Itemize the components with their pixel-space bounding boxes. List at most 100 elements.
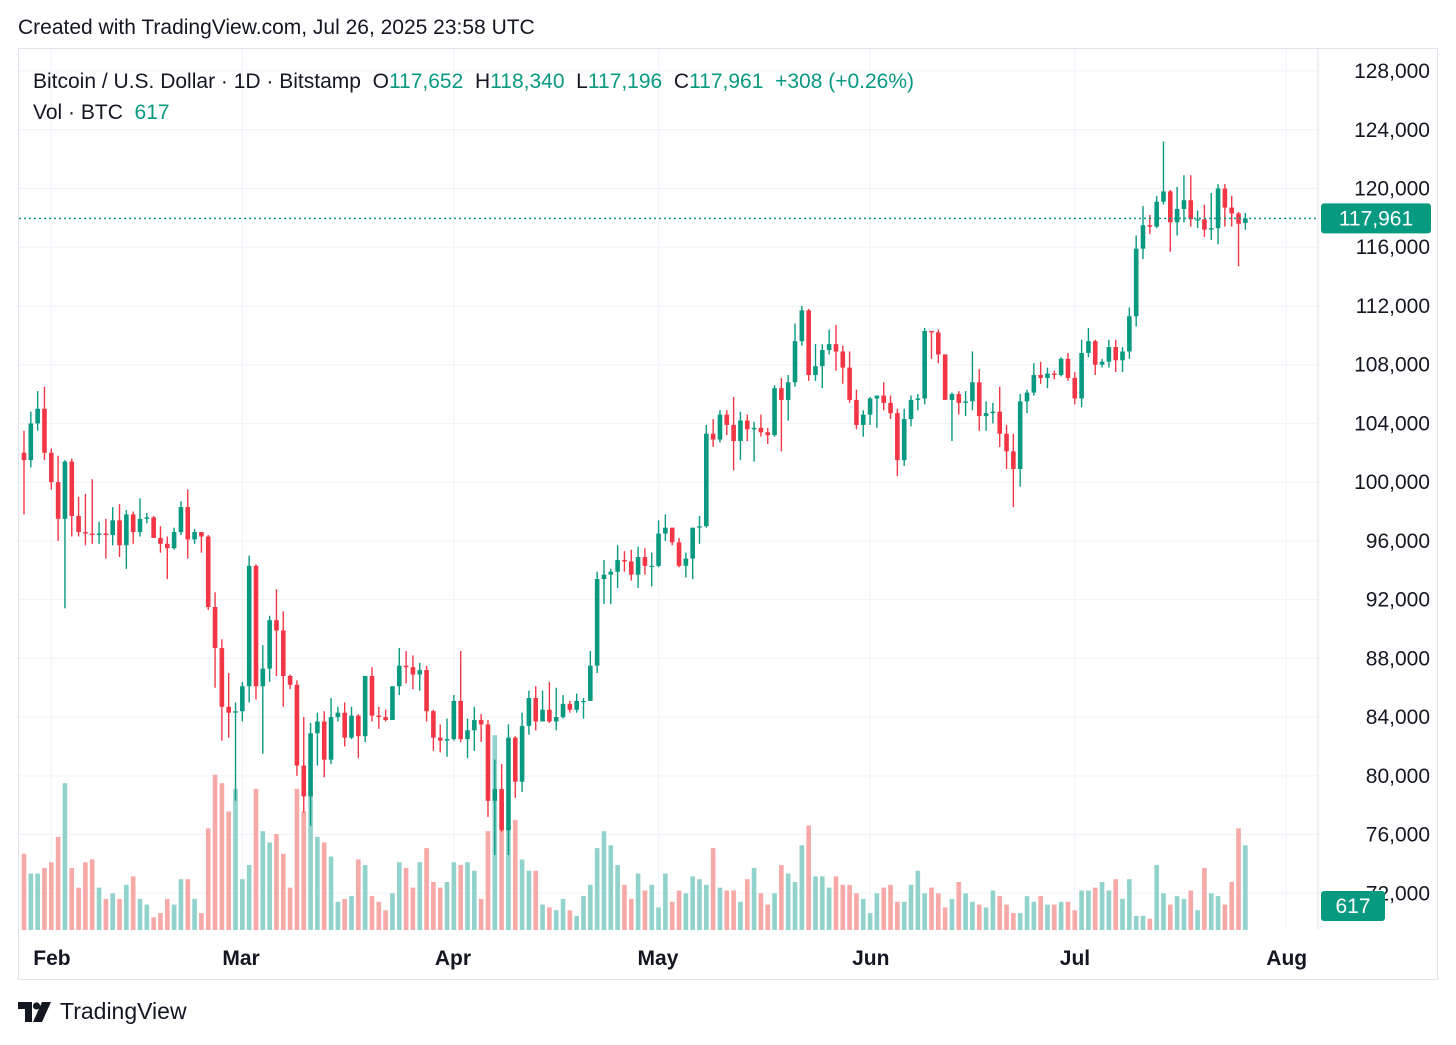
volume-bar: [731, 890, 736, 930]
candle-body: [533, 698, 539, 722]
volume-bar: [601, 831, 607, 930]
candle-body: [1092, 341, 1098, 365]
legend-ohlc-row: Bitcoin / U.S. Dollar · 1D · Bitstamp O1…: [33, 66, 914, 97]
volume-bar: [1147, 918, 1153, 930]
candle-body: [192, 532, 197, 540]
footer-brand[interactable]: TradingView: [18, 998, 187, 1025]
candle-body: [328, 717, 334, 760]
y-tick-label: 108,000: [1354, 354, 1430, 377]
volume-bar: [792, 882, 798, 930]
legend-close-label: C: [673, 70, 690, 93]
candle-body: [226, 706, 231, 713]
candle-body: [1004, 433, 1009, 452]
candle-body: [1099, 361, 1105, 365]
volume-bar: [110, 893, 116, 930]
volume-bar: [560, 898, 566, 930]
volume-bar: [683, 893, 689, 930]
volume-bar: [356, 859, 361, 930]
candle-body: [376, 715, 382, 718]
candle-body: [840, 351, 846, 368]
candle-body: [315, 721, 320, 734]
volume-bar: [628, 898, 634, 930]
volume-bar: [635, 873, 641, 930]
volume-bar: [185, 879, 191, 930]
volume-bar: [1215, 896, 1221, 930]
volume-bar: [1113, 879, 1119, 930]
volume-bar: [1127, 879, 1132, 930]
candle-body: [710, 433, 716, 440]
x-tick-label: Aug: [1266, 947, 1307, 970]
candle-body: [28, 423, 34, 461]
candle-body: [35, 408, 40, 424]
candle-body: [990, 411, 996, 414]
candle-body: [240, 686, 245, 712]
volume-bar: [901, 901, 907, 930]
volume-bar: [437, 887, 443, 930]
volume-bar: [478, 898, 484, 930]
y-tick-label: 104,000: [1354, 412, 1430, 435]
volume-bar: [1017, 913, 1023, 930]
volume-bar: [567, 910, 573, 930]
candle-body: [1031, 374, 1037, 393]
volume-bar: [1072, 910, 1078, 930]
candle-body: [1024, 392, 1030, 402]
candle-body: [417, 670, 423, 675]
candle-body: [908, 399, 914, 420]
candle-body: [751, 427, 757, 430]
candle-body: [185, 507, 191, 540]
volume-bar: [485, 831, 491, 930]
x-tick-label: May: [638, 947, 679, 970]
volume-bar: [1099, 882, 1105, 930]
volume-bar: [772, 893, 777, 930]
candle-body: [280, 630, 286, 676]
legend-volume-row: Vol · BTC 617: [33, 97, 914, 128]
candle-body: [472, 720, 477, 731]
x-tick-label: Jul: [1060, 947, 1090, 970]
candle-body: [929, 330, 934, 333]
volume-bar: [1120, 898, 1125, 930]
candle-body: [48, 452, 54, 483]
candle-body: [956, 394, 962, 403]
candle-body: [1079, 352, 1084, 399]
volume-bar: [1052, 904, 1057, 930]
volume-bar: [171, 904, 177, 930]
candle-body: [915, 398, 921, 400]
candle-body: [772, 388, 777, 436]
legend-volume-value: 617: [134, 101, 170, 124]
volume-bar: [669, 901, 675, 930]
candle-body: [642, 557, 648, 566]
volume-bar: [260, 831, 266, 930]
candle-body: [615, 559, 620, 572]
y-tick-label: 116,000: [1356, 236, 1430, 259]
volume-bar: [1195, 910, 1200, 930]
volume-bar: [444, 882, 450, 930]
volume-bar: [144, 904, 150, 930]
volume-bar: [308, 791, 313, 930]
candle-body: [1215, 188, 1221, 229]
volume-bar: [1167, 904, 1173, 930]
volume-bar: [390, 893, 395, 930]
volume-bar: [840, 884, 846, 930]
candle-body: [628, 561, 634, 575]
volume-bar: [547, 907, 552, 930]
volume-bar: [588, 884, 593, 930]
volume-bar: [956, 882, 962, 930]
volume-bar: [117, 898, 122, 930]
volume-bar: [431, 882, 436, 930]
volume-bar: [936, 893, 941, 930]
volume-bar: [321, 842, 327, 930]
chart-frame[interactable]: [18, 48, 1438, 980]
volume-bar: [799, 845, 805, 930]
volume-badge-bg: [1321, 891, 1385, 921]
candle-body: [942, 354, 948, 400]
candle-body: [117, 520, 122, 546]
x-tick-label: Mar: [222, 947, 259, 970]
candle-body: [410, 667, 416, 675]
volume-bar: [724, 890, 730, 930]
volume-bar: [280, 853, 286, 930]
legend-low-label: L: [576, 70, 588, 93]
candle-body: [1045, 373, 1050, 378]
legend-close-value: 117,961: [689, 70, 764, 93]
candle-body: [888, 402, 893, 414]
